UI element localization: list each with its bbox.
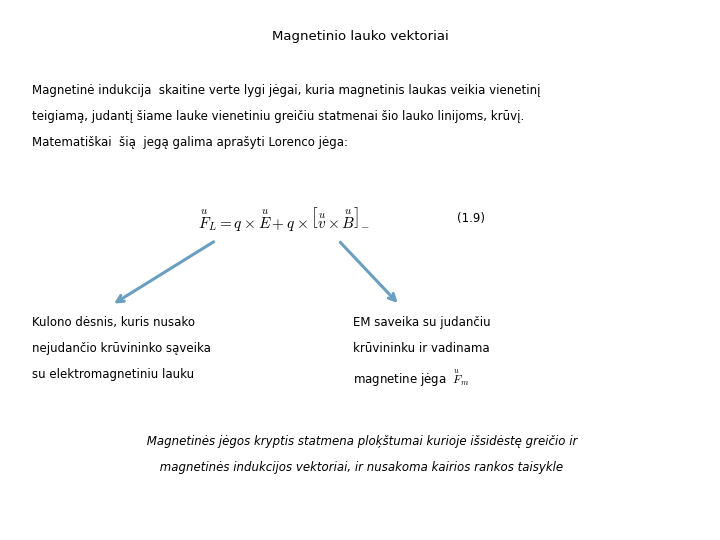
Text: krūvininku ir vadinama: krūvininku ir vadinama [353, 342, 490, 355]
Text: Kulono dėsnis, kuris nusako: Kulono dėsnis, kuris nusako [32, 316, 195, 329]
Text: Magnetinė indukcija  skaitine verte lygi jėgai, kuria magnetinis laukas veikia v: Magnetinė indukcija skaitine verte lygi … [32, 84, 541, 97]
Text: magnetinės indukcijos vektoriai, ir nusakoma kairios rankos taisykle: magnetinės indukcijos vektoriai, ir nusa… [156, 461, 564, 474]
Text: teigiama̧, judantį šiame lauke vienetiniu greičiu statmenai šio lauko linijoms, : teigiama̧, judantį šiame lauke vienetini… [32, 110, 525, 123]
Text: nejudančio krūvininko sąveika: nejudančio krūvininko sąveika [32, 342, 211, 355]
Text: magnetine jėga  $\overset{u}{F}_{m}$: magnetine jėga $\overset{u}{F}_{m}$ [353, 368, 469, 389]
Text: $\overset{u}{F}_{L} = q \times \overset{u}{E} + q \times \left[\overset{u}{v} \t: $\overset{u}{F}_{L} = q \times \overset{… [198, 205, 371, 233]
Text: Magnetinio lauko vektoriai: Magnetinio lauko vektoriai [271, 30, 449, 43]
Text: (1.9): (1.9) [457, 212, 485, 225]
Text: Matematiškai  šią  jegą galima aprašyti Lorenco jėga:: Matematiškai šią jegą galima aprašyti … [32, 136, 348, 148]
Text: Magnetinės jėgos kryptis statmena ploķštumai kurioje išsidėstę greičio ir: Magnetinės jėgos kryptis statmena ploķšt… [143, 435, 577, 448]
Text: EM saveika su judančiu: EM saveika su judančiu [353, 316, 490, 329]
Text: su elektromagnetiniu lauku: su elektromagnetiniu lauku [32, 368, 194, 381]
